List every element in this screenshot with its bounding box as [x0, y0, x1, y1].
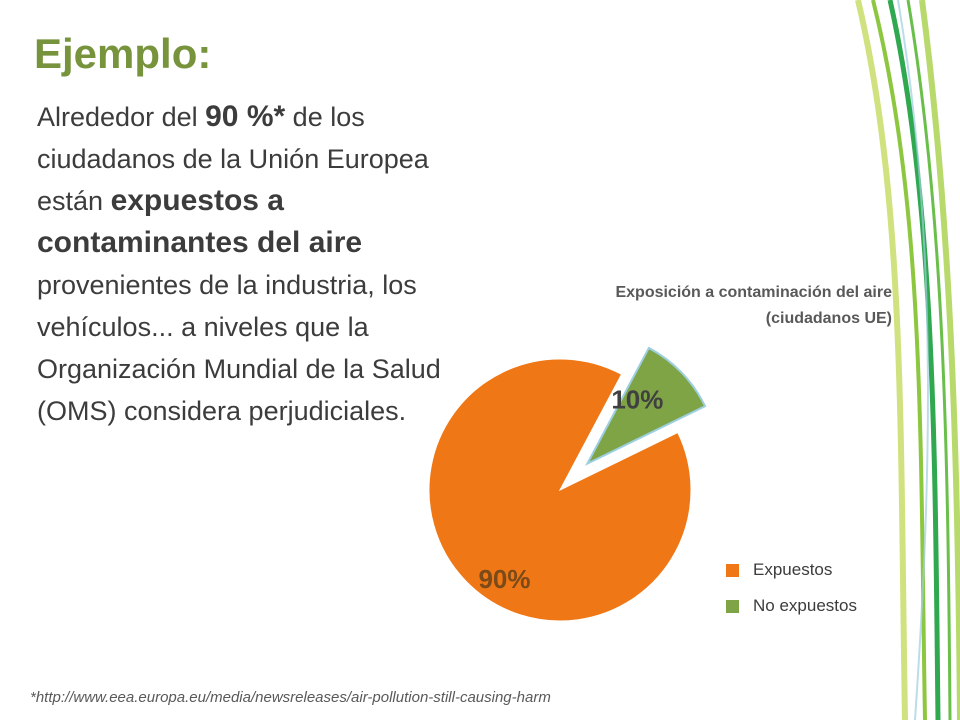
source-footnote: *http://www.eea.europa.eu/media/newsrele… [30, 689, 551, 706]
legend-label: No expuestos [753, 596, 857, 615]
body-highlight-percent: 90 %* [205, 100, 286, 133]
body-highlight-exposed: expuestos a contaminantes del aire [37, 184, 363, 259]
legend-swatch-no-expuestos [726, 599, 739, 613]
body-text-part: provenientes de la industria, los vehícu… [37, 270, 441, 426]
pie-data-label: 90% [478, 564, 530, 594]
slide-title: Ejemplo: [34, 30, 212, 77]
legend-item-no-expuestos: No expuestos [726, 588, 857, 624]
legend-item-expuestos: Expuestos [726, 552, 857, 588]
legend-swatch-expuestos [726, 563, 739, 577]
slide-body-text: Alrededor del 90 %* de los ciudadanos de… [37, 96, 477, 432]
legend-label: Expuestos [753, 560, 833, 579]
chart-title: Exposición a contaminación del aire (ciu… [472, 280, 892, 332]
chart-title-line: (ciudadanos UE) [765, 310, 892, 327]
body-text-part: de los ciudadanos de la Unión Europea es… [37, 102, 429, 216]
body-text-part: Alrededor del [37, 102, 206, 132]
pie-slice-expuestos [428, 358, 692, 622]
pie-data-label: 10% [611, 385, 663, 415]
pie-slice-no-expuestos [585, 346, 707, 466]
chart-legend: Expuestos No expuestos [726, 552, 857, 624]
chart-title-line: Exposición a contaminación del aire [615, 284, 892, 301]
